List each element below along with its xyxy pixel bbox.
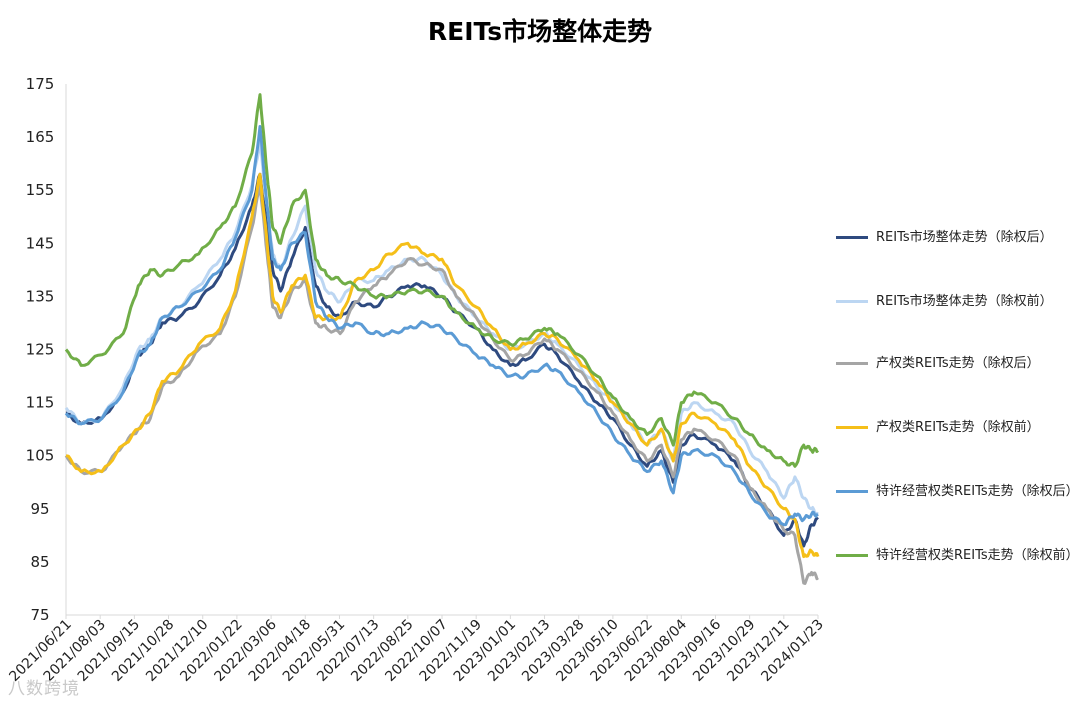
watermark-text: 八数跨境 bbox=[8, 679, 80, 699]
legend-item: 产权类REITs走势（除权后） bbox=[836, 352, 1076, 375]
y-tick-label: 85 bbox=[30, 553, 49, 571]
series-line bbox=[64, 93, 820, 468]
y-tick-label: 135 bbox=[26, 287, 55, 305]
legend-label: 特许经营权类REITs走势（除权后） bbox=[876, 484, 1079, 499]
series-lines bbox=[64, 93, 820, 585]
y-tick-label: 145 bbox=[26, 234, 55, 252]
legend-swatch bbox=[836, 362, 868, 365]
legend-swatch bbox=[836, 236, 868, 239]
legend-label: 产权类REITs走势（除权前） bbox=[876, 420, 1040, 435]
series-line bbox=[64, 183, 819, 585]
legend-swatch bbox=[836, 426, 868, 429]
legend-swatch bbox=[836, 490, 868, 493]
legend-swatch bbox=[836, 554, 868, 557]
legend-item: 特许经营权类REITs走势（除权后） bbox=[836, 480, 1079, 503]
y-tick-label: 115 bbox=[26, 394, 55, 412]
y-tick-label: 175 bbox=[26, 75, 55, 93]
y-tick-label: 105 bbox=[26, 447, 55, 465]
series-line bbox=[65, 172, 820, 559]
legend-item: 产权类REITs走势（除权前） bbox=[836, 416, 1076, 439]
y-tick-label: 95 bbox=[30, 500, 49, 518]
legend-label: REITs市场整体走势（除权后） bbox=[876, 230, 1053, 245]
y-tick-label: 165 bbox=[26, 128, 55, 146]
legend-label: 产权类REITs走势（除权后） bbox=[876, 356, 1040, 371]
legend-item: 特许经营权类REITs走势（除权前） bbox=[836, 544, 1079, 567]
series-line bbox=[64, 125, 819, 527]
chart-title: REITs市场整体走势 bbox=[427, 17, 653, 46]
y-tick-label: 75 bbox=[30, 606, 49, 624]
legend-item: REITs市场整体走势（除权后） bbox=[836, 226, 1076, 249]
y-tick-label: 155 bbox=[26, 181, 55, 199]
series-line bbox=[65, 172, 819, 548]
legend-label: 特许经营权类REITs走势（除权前） bbox=[876, 548, 1079, 563]
legend-swatch bbox=[836, 300, 868, 303]
y-tick-label: 125 bbox=[26, 341, 55, 359]
legend-item: REITs市场整体走势（除权前） bbox=[836, 290, 1076, 313]
legend-label: REITs市场整体走势（除权前） bbox=[876, 294, 1053, 309]
